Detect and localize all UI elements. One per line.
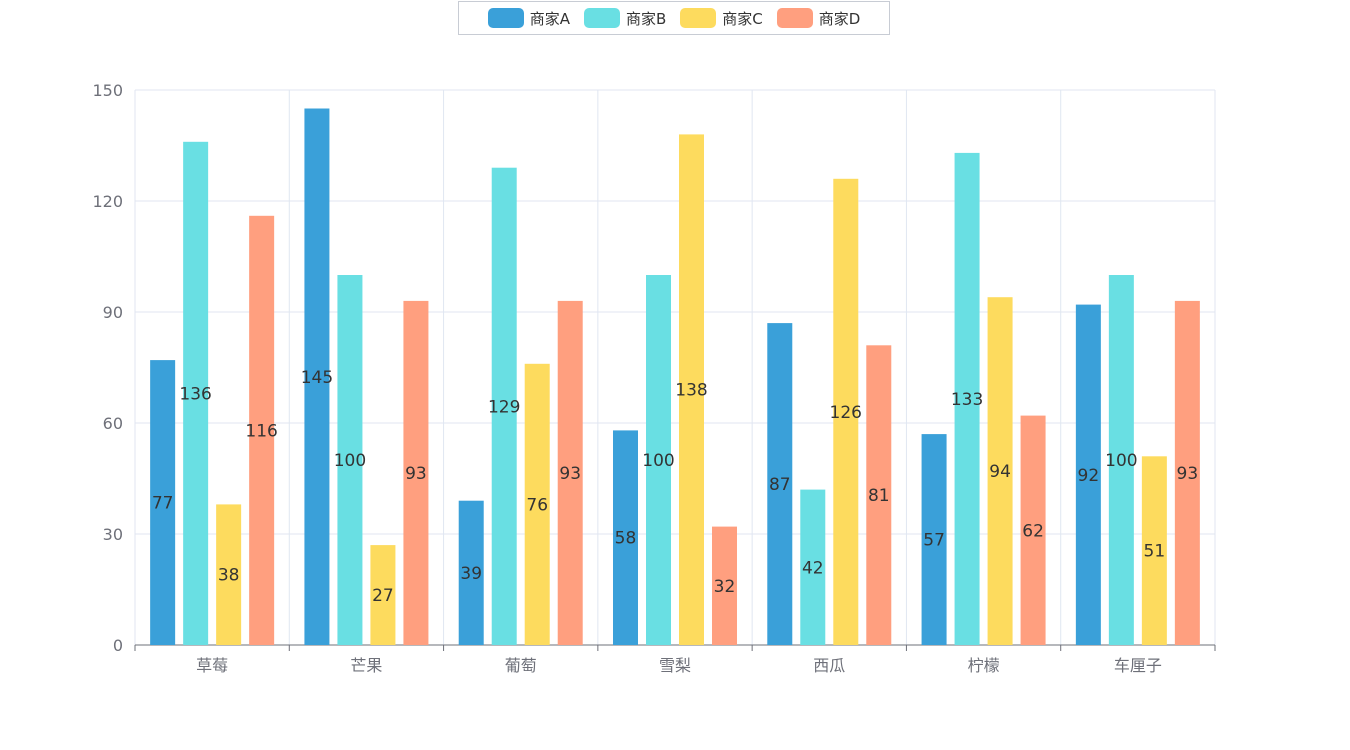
bar-value-label: 133 [951, 390, 983, 410]
x-tick-label: 西瓜 [813, 656, 845, 675]
bar [150, 360, 176, 645]
y-tick-label: 120 [92, 192, 123, 211]
bar-value-label: 62 [1022, 521, 1044, 541]
x-tick-label: 车厘子 [1114, 656, 1162, 675]
bar [800, 489, 826, 645]
legend-swatch-series-d [776, 8, 813, 28]
bar-value-label: 129 [488, 397, 520, 417]
bar-value-label: 93 [405, 464, 427, 484]
bar [249, 215, 275, 646]
bar-value-label: 126 [830, 403, 862, 423]
y-tick-label: 150 [92, 81, 123, 100]
bar-value-label: 32 [714, 577, 736, 597]
bar-value-label: 77 [152, 494, 174, 514]
bar-value-label: 51 [1144, 542, 1166, 562]
bar-value-label: 100 [642, 451, 674, 471]
bar-value-label: 38 [218, 566, 240, 586]
y-tick-label: 0 [113, 636, 123, 655]
bar [304, 108, 330, 645]
bar-value-label: 145 [301, 368, 333, 388]
bar-value-label: 92 [1078, 466, 1100, 486]
bar [1141, 456, 1167, 645]
bar [1174, 300, 1200, 645]
legend-swatch-series-b [583, 8, 620, 28]
legend-label-series-b: 商家B [625, 9, 667, 28]
bar [767, 323, 793, 645]
bar [216, 504, 242, 645]
bar-value-label: 27 [372, 586, 394, 606]
legend-item-series-c[interactable]: 商家C [680, 8, 763, 29]
bar-value-label: 76 [526, 495, 548, 515]
bar-value-label: 81 [868, 486, 890, 506]
y-tick-label: 60 [103, 414, 123, 433]
bar [1075, 304, 1101, 645]
y-tick-label: 30 [103, 525, 123, 544]
bar [337, 275, 363, 645]
bar [921, 434, 947, 645]
bar [954, 152, 980, 645]
bar [524, 363, 550, 645]
bar [1108, 275, 1134, 645]
bar [833, 178, 859, 646]
bar-value-label: 100 [334, 451, 366, 471]
legend-swatch-series-c [680, 8, 717, 28]
bar-value-label: 116 [245, 421, 277, 441]
bar-value-label: 58 [615, 529, 637, 549]
bar [183, 141, 209, 646]
bar-value-label: 42 [802, 558, 824, 578]
bar-value-label: 93 [1177, 464, 1199, 484]
y-tick-label: 90 [103, 303, 123, 322]
legend: 商家A 商家B 商家C 商家D [458, 1, 890, 35]
bar [491, 167, 517, 645]
legend-swatch-series-a [487, 8, 524, 28]
bar [557, 300, 583, 645]
legend-label-series-d: 商家D [818, 9, 861, 28]
bar-value-label: 138 [675, 381, 707, 401]
x-tick-label: 芒果 [350, 656, 382, 675]
bar [679, 134, 704, 645]
x-tick-label: 草莓 [196, 656, 228, 675]
bar-value-label: 136 [179, 384, 211, 404]
legend-item-series-b[interactable]: 商家B [583, 8, 667, 29]
x-tick-label: 雪梨 [659, 656, 691, 675]
bar [403, 300, 429, 645]
bar-value-label: 87 [769, 475, 791, 495]
bar-value-label: 57 [923, 531, 945, 551]
bar [646, 275, 671, 645]
bar [866, 345, 892, 645]
bar [370, 545, 396, 645]
bar [613, 430, 638, 645]
x-tick-label: 葡萄 [505, 656, 537, 675]
bar-value-label: 93 [559, 464, 581, 484]
bar-value-label: 94 [989, 462, 1011, 482]
legend-label-series-a: 商家A [529, 9, 570, 28]
legend-item-series-d[interactable]: 商家D [776, 8, 861, 29]
bar-value-label: 100 [1105, 451, 1137, 471]
bar-value-label: 39 [460, 564, 482, 584]
bar [987, 297, 1013, 645]
x-tick-label: 柠檬 [968, 656, 1000, 675]
legend-item-series-a[interactable]: 商家A [487, 8, 570, 29]
legend-label-series-c: 商家C [722, 9, 763, 28]
bar [712, 526, 737, 645]
bar [458, 500, 484, 645]
bar [1020, 415, 1046, 645]
